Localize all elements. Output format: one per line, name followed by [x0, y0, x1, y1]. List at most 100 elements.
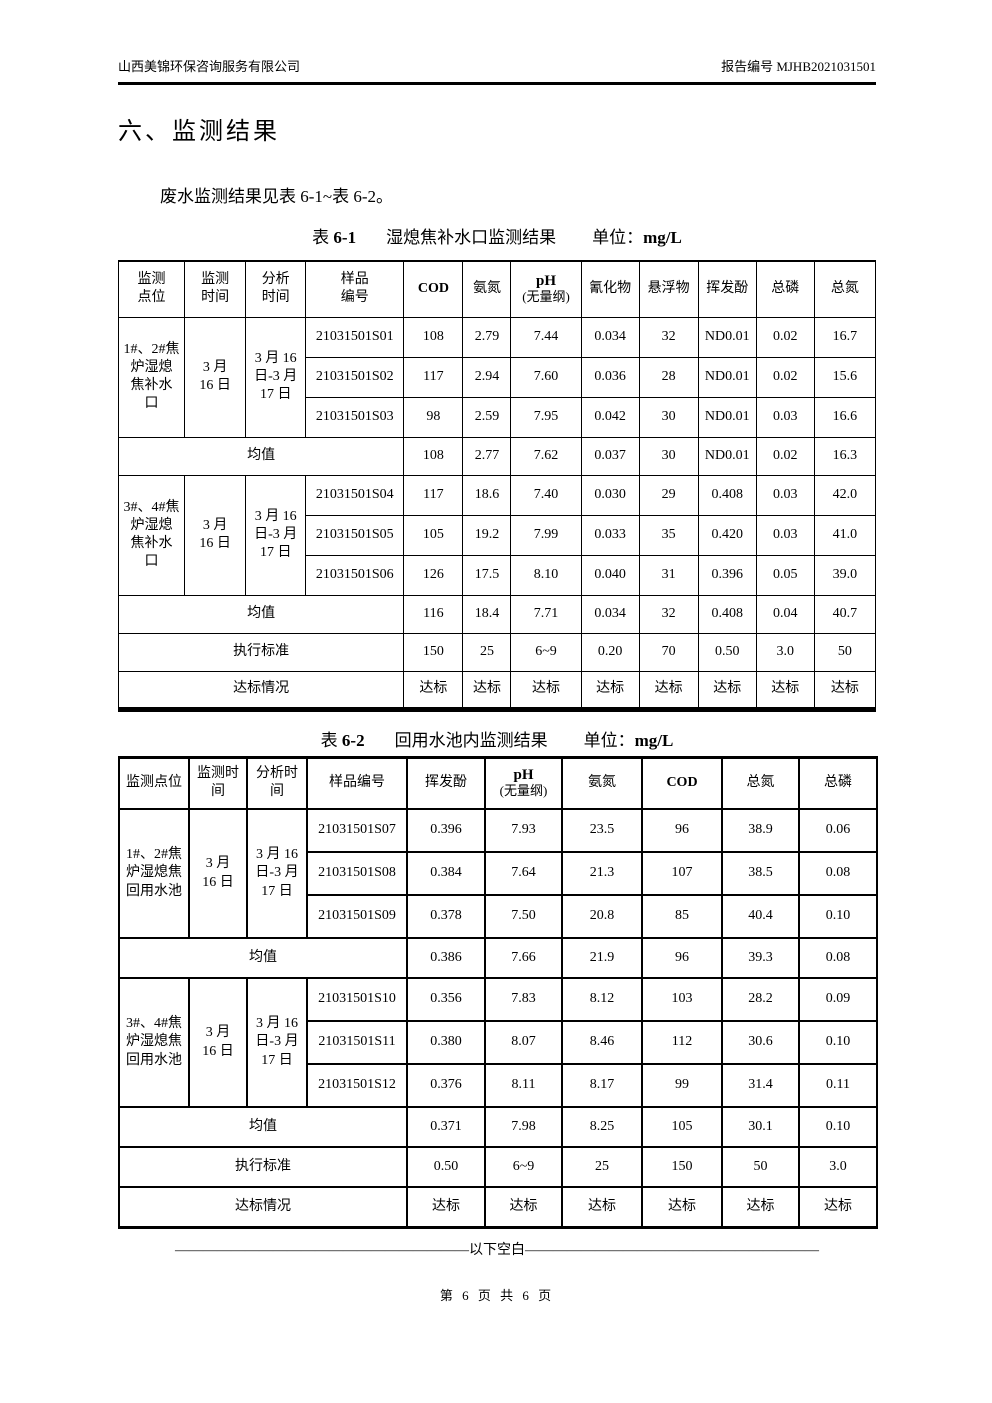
column-header: 监测 时间: [184, 260, 247, 318]
column-header: 监测时 间: [188, 756, 248, 810]
sample-id-cell: 21031501S11: [306, 1020, 408, 1065]
table-row: 达标情况 达标 达标 达标 达标 达标 达标 达标 达标: [117, 670, 877, 710]
page-header: 山西美锦环保咨询服务有限公司 报告编号 MJHB2021031501: [118, 56, 876, 85]
below-blank-note: —————————————————————以下空白———————————————…: [175, 1242, 819, 1258]
value-cell: 15.6: [813, 356, 877, 398]
company-name: 山西美锦环保咨询服务有限公司: [118, 59, 301, 74]
table-caption-unit: 单位：mg/L: [592, 223, 682, 248]
value-cell: 150: [403, 632, 464, 672]
value-cell: ND0.01: [697, 316, 757, 358]
column-header: 氨氮: [462, 260, 512, 318]
sample-id-cell: 21031501S07: [306, 808, 408, 853]
value-cell: 0.384: [406, 851, 486, 896]
sample-id-cell: 21031501S08: [306, 851, 408, 896]
monitoring-point-label: 3#、4#焦 炉湿熄焦 回用水池: [118, 977, 190, 1108]
sample-id-cell: 21031501S02: [305, 356, 405, 398]
value-cell: 7.93: [484, 808, 563, 853]
value-cell: 50: [813, 632, 877, 672]
value-cell: 18.6: [462, 474, 512, 516]
value-cell: 2.79: [462, 316, 512, 358]
value-cell: 28.2: [721, 977, 800, 1022]
value-cell: ND0.01: [697, 436, 757, 476]
sample-id-cell: 21031501S03: [305, 396, 405, 438]
value-cell: 32: [638, 316, 699, 358]
monitoring-date: 3 月 16 日: [184, 316, 247, 438]
status-cell: 达标: [561, 1186, 643, 1228]
mean-row-label: 均值: [118, 937, 408, 979]
value-cell: 2.59: [462, 396, 512, 438]
value-cell: 0.034: [580, 594, 640, 634]
column-header: 氰化物: [580, 260, 640, 318]
sample-id-cell: 21031501S09: [306, 894, 408, 939]
value-cell: 7.83: [484, 977, 563, 1022]
value-cell: 117: [403, 474, 464, 516]
value-cell: 32: [638, 594, 699, 634]
table-caption-label: 表 6-2: [321, 726, 365, 751]
value-cell: 6~9: [484, 1146, 563, 1188]
value-cell: 0.08: [798, 851, 878, 896]
analysis-date: 3 月 16 日-3 月 17 日: [245, 474, 307, 596]
value-cell: 28: [638, 356, 699, 398]
table-row: 均值 0.371 7.98 8.25 105 30.1 0.10: [118, 1106, 878, 1148]
value-cell: 8.11: [484, 1063, 563, 1108]
status-cell: 达标: [798, 1186, 878, 1228]
column-header: 氨氮: [561, 756, 643, 810]
value-cell: 16.7: [813, 316, 877, 358]
value-cell: 0.04: [755, 594, 815, 634]
table-row: 均值 108 2.77 7.62 0.037 30 ND0.01 0.02 16.3: [117, 436, 877, 476]
table-row: 执行标准 0.50 6~9 25 150 50 3.0: [118, 1146, 878, 1188]
analysis-date: 3 月 16 日-3 月 17 日: [246, 977, 308, 1108]
standard-row-label: 执行标准: [118, 1146, 408, 1188]
value-cell: 117: [403, 356, 464, 398]
value-cell: 16.6: [813, 396, 877, 438]
caption-number: 6-1: [333, 228, 357, 247]
value-cell: 42.0: [813, 474, 877, 516]
value-cell: 0.042: [580, 396, 640, 438]
column-header: 总磷: [798, 756, 878, 810]
value-cell: 8.25: [561, 1106, 643, 1148]
value-cell: 7.64: [484, 851, 563, 896]
sample-id-cell: 21031501S10: [306, 977, 408, 1022]
value-cell: 0.036: [580, 356, 640, 398]
monitoring-date: 3 月 16 日: [188, 977, 248, 1108]
value-cell: 0.396: [406, 808, 486, 853]
status-row-label: 达标情况: [117, 670, 405, 710]
mean-row-label: 均值: [118, 1106, 408, 1148]
value-cell: 0.03: [755, 514, 815, 556]
value-cell: 0.030: [580, 474, 640, 516]
column-header: pH (无量纲): [510, 260, 582, 318]
value-cell: 19.2: [462, 514, 512, 556]
value-cell: 0.02: [755, 316, 815, 358]
table-row: 21031501S03 98 2.59 7.95 0.042 30 ND0.01 0.03 16…: [119, 396, 877, 438]
value-cell: ND0.01: [697, 396, 757, 438]
value-cell: 8.46: [561, 1020, 643, 1065]
value-cell: 0.09: [798, 977, 878, 1022]
status-cell: 达标: [641, 1186, 723, 1228]
value-cell: 7.99: [510, 514, 582, 556]
value-cell: 38.5: [721, 851, 800, 896]
value-cell: 107: [641, 851, 723, 896]
value-cell: 105: [641, 1106, 723, 1148]
section-title: 六、监测结果: [118, 119, 280, 145]
value-cell: 0.20: [580, 632, 640, 672]
value-cell: 21.3: [561, 851, 643, 896]
value-cell: 0.396: [697, 554, 757, 596]
value-cell: 31: [638, 554, 699, 596]
status-cell: 达标: [755, 670, 815, 710]
column-header: 挥发酚: [406, 756, 486, 810]
value-cell: 126: [403, 554, 464, 596]
unit-value: mg/L: [634, 730, 674, 750]
table-row: 21031501S09 0.378 7.50 20.8 85 40.4 0.10: [119, 894, 878, 939]
unit-label: 单位：: [592, 228, 644, 247]
status-cell: 达标: [721, 1186, 800, 1228]
monitoring-date: 3 月 16 日: [188, 808, 248, 939]
value-cell: 0.50: [406, 1146, 486, 1188]
monitoring-point-label: 1#、2#焦 炉湿熄 焦补水 口: [117, 316, 186, 438]
value-cell: 103: [641, 977, 723, 1022]
value-cell: 0.10: [798, 894, 878, 939]
value-cell: 41.0: [813, 514, 877, 556]
table-row: 均值 0.386 7.66 21.9 96 39.3 0.08: [118, 937, 878, 979]
sample-id-cell: 21031501S04: [305, 474, 405, 516]
monitoring-point-label: 1#、2#焦 炉湿熄焦 回用水池: [118, 808, 190, 939]
monitoring-point-label: 3#、4#焦 炉湿熄 焦补水 口: [117, 474, 186, 596]
